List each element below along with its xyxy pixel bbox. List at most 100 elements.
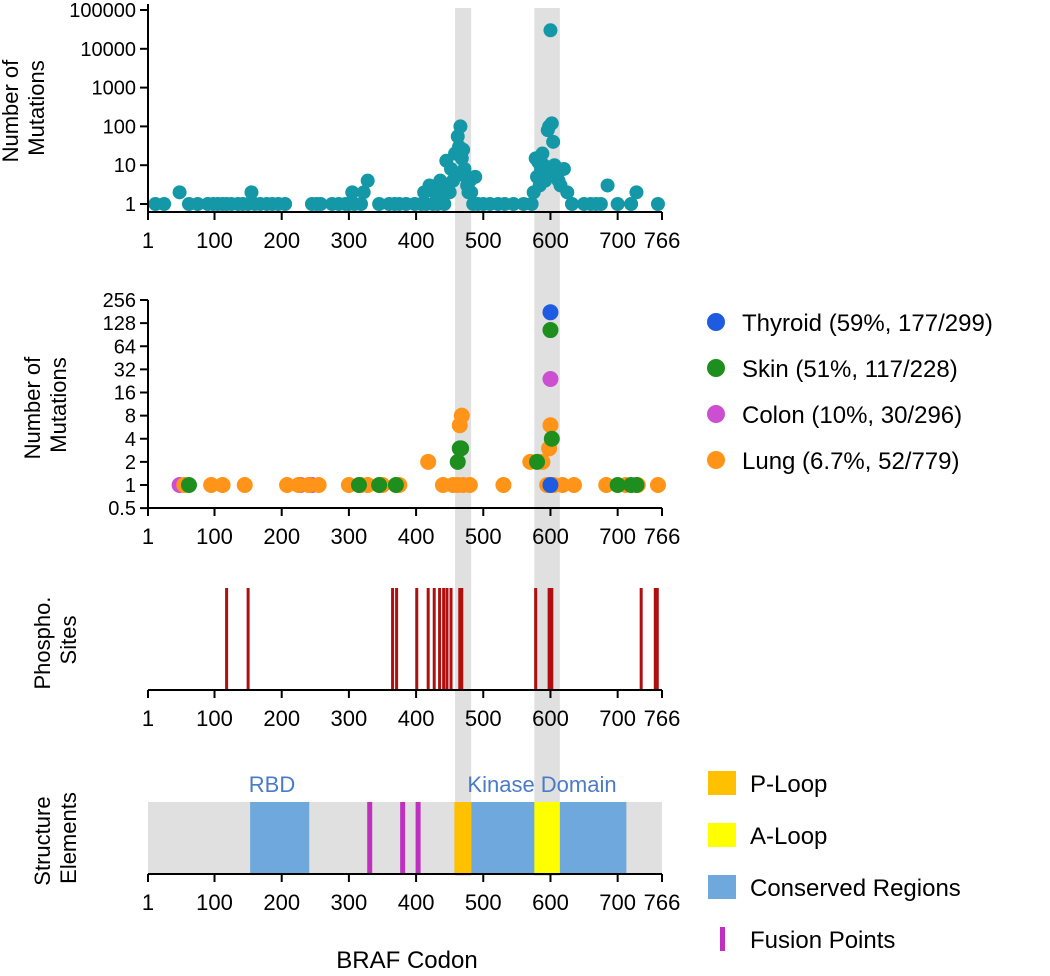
p2-xtick-label-1: 100 (196, 524, 233, 549)
highlight-bands (455, 8, 560, 876)
p2-point-skin-1 (350, 477, 367, 493)
legend-marker-colon (707, 405, 725, 423)
p1-point-91 (546, 134, 561, 149)
legend-label-conserved: Conserved Regions (750, 875, 961, 902)
phospho-site-14 (547, 588, 551, 690)
phospho-site-15 (550, 588, 554, 690)
phospho-site-0 (225, 588, 229, 690)
p3-xtick-label-1: 100 (196, 706, 233, 731)
p2-point-skin-4 (449, 453, 466, 470)
p3-ticks: 1 100 200 300 400 500 600 700 766 (142, 690, 680, 731)
p1-point-60 (456, 142, 471, 157)
conserved-region-0 (250, 802, 310, 874)
phospho-site-10 (449, 588, 453, 690)
p2-point-skin-9 (543, 430, 560, 447)
p2-point-thyroid-0 (542, 304, 559, 321)
p1-point-106 (624, 197, 639, 211)
legend-label-thyroid: Thyroid (59%, 177/299) (742, 310, 993, 337)
legend-label-aloop: A-Loop (750, 823, 827, 850)
phospho-site-18 (655, 588, 659, 690)
p4-xtick-label-3: 300 (331, 890, 368, 915)
p1-point-48 (437, 197, 452, 211)
p1-point-103 (593, 197, 608, 211)
p1-y-label: Number of Mutations (0, 54, 49, 163)
p2-ytick-label-9: 256 (103, 290, 136, 312)
p4-xtick-label-1: 100 (196, 890, 233, 915)
phospho-site-4 (415, 588, 419, 690)
p1-point-76 (524, 197, 539, 211)
legend-swatch-conserved (708, 875, 736, 899)
p3-y-label-line2: Sites (56, 616, 81, 665)
p1-point-68 (468, 169, 483, 184)
p3-xtick-label-5: 500 (465, 706, 502, 731)
phospho-site-3 (395, 588, 399, 690)
p2-point-lung-3 (236, 477, 253, 493)
p1-ytick-label-1: 10 (114, 155, 136, 177)
p2-point-skin-6 (453, 440, 470, 457)
legend-marker-thyroid (707, 313, 725, 331)
fusion-point-1 (400, 802, 406, 874)
p3-xtick-label-0: 1 (142, 706, 154, 731)
p4-xtick-label-2: 200 (263, 890, 300, 915)
p1-point-66 (464, 185, 479, 200)
phospho-site-1 (246, 588, 250, 690)
panel-all-mutations: 1 10 100 1000 10000 100000 1 100 200 300 400 500 600… (0, 0, 680, 253)
p2-y-label-line2: Mutations (46, 357, 71, 452)
p2-xtick-label-3: 300 (331, 524, 368, 549)
p1-point-30 (353, 197, 368, 211)
p1-point-104 (600, 178, 615, 193)
p1-xtick-label-3: 300 (331, 228, 368, 253)
p1-xtick-label-7: 700 (599, 228, 636, 253)
p1-point-98 (560, 185, 575, 200)
p2-point-lung-30 (598, 477, 615, 493)
legend-label-fusion: Fusion Points (750, 927, 895, 954)
phospho-site-13 (534, 588, 538, 690)
p-loop-region (454, 802, 472, 874)
p3-xtick-label-8: 766 (644, 706, 681, 731)
p1-xtick-label-0: 1 (142, 228, 154, 253)
legend-swatch-ploop (708, 771, 736, 795)
legend-label-lung: Lung (6.7%, 52/779) (742, 448, 960, 475)
p2-point-skin-10 (609, 477, 626, 493)
p1-point-58 (453, 119, 468, 134)
phospho-site-2 (391, 588, 395, 690)
p3-y-label: Phospho. Sites (30, 590, 81, 689)
p1-xtick-label-1: 100 (196, 228, 233, 253)
p4-y-label: Structure Elements (30, 790, 81, 885)
p2-xtick-label-5: 500 (465, 524, 502, 549)
p3-xtick-label-3: 300 (331, 706, 368, 731)
p4-xtick-label-7: 700 (599, 890, 636, 915)
p2-ytick-label-4: 8 (125, 406, 136, 428)
p1-xtick-label-2: 200 (263, 228, 300, 253)
fusion-point-2 (415, 802, 421, 874)
p1-ticks: 1 10 100 1000 10000 100000 1 100 200 300 400 500 600… (69, 0, 680, 253)
p1-point-51 (442, 185, 457, 200)
p2-xtick-label-6: 600 (532, 524, 569, 549)
p4-xtick-label-5: 500 (465, 890, 502, 915)
x-axis-title: BRAF Codon (336, 947, 477, 974)
p2-point-lung-29 (565, 477, 582, 493)
phospho-site-9 (445, 588, 449, 690)
phospho-site-17 (653, 588, 657, 690)
p2-point-thyroid-1 (542, 477, 559, 493)
structure-legend: P-Loop A-Loop Conserved Regions Fusion Poin… (708, 771, 961, 954)
p2-point-lung-33 (649, 477, 666, 493)
p2-ytick-label-7: 64 (114, 336, 136, 358)
p3-bars (225, 588, 659, 690)
p2-ytick-label-3: 4 (125, 429, 136, 451)
phospho-site-11 (458, 588, 462, 690)
p2-point-lung-20 (461, 477, 478, 493)
p1-point-14 (244, 185, 259, 200)
p1-point-1 (157, 197, 172, 211)
p3-xtick-label-6: 600 (532, 706, 569, 731)
p2-xtick-label-0: 1 (142, 524, 154, 549)
p2-point-lung-1 (203, 477, 220, 493)
p2-ytick-label-8: 128 (103, 313, 136, 335)
p2-point-lung-21 (495, 477, 512, 493)
p1-point-4 (190, 197, 205, 211)
p2-point-skin-0 (180, 477, 197, 493)
p3-xtick-label-2: 200 (263, 706, 300, 731)
